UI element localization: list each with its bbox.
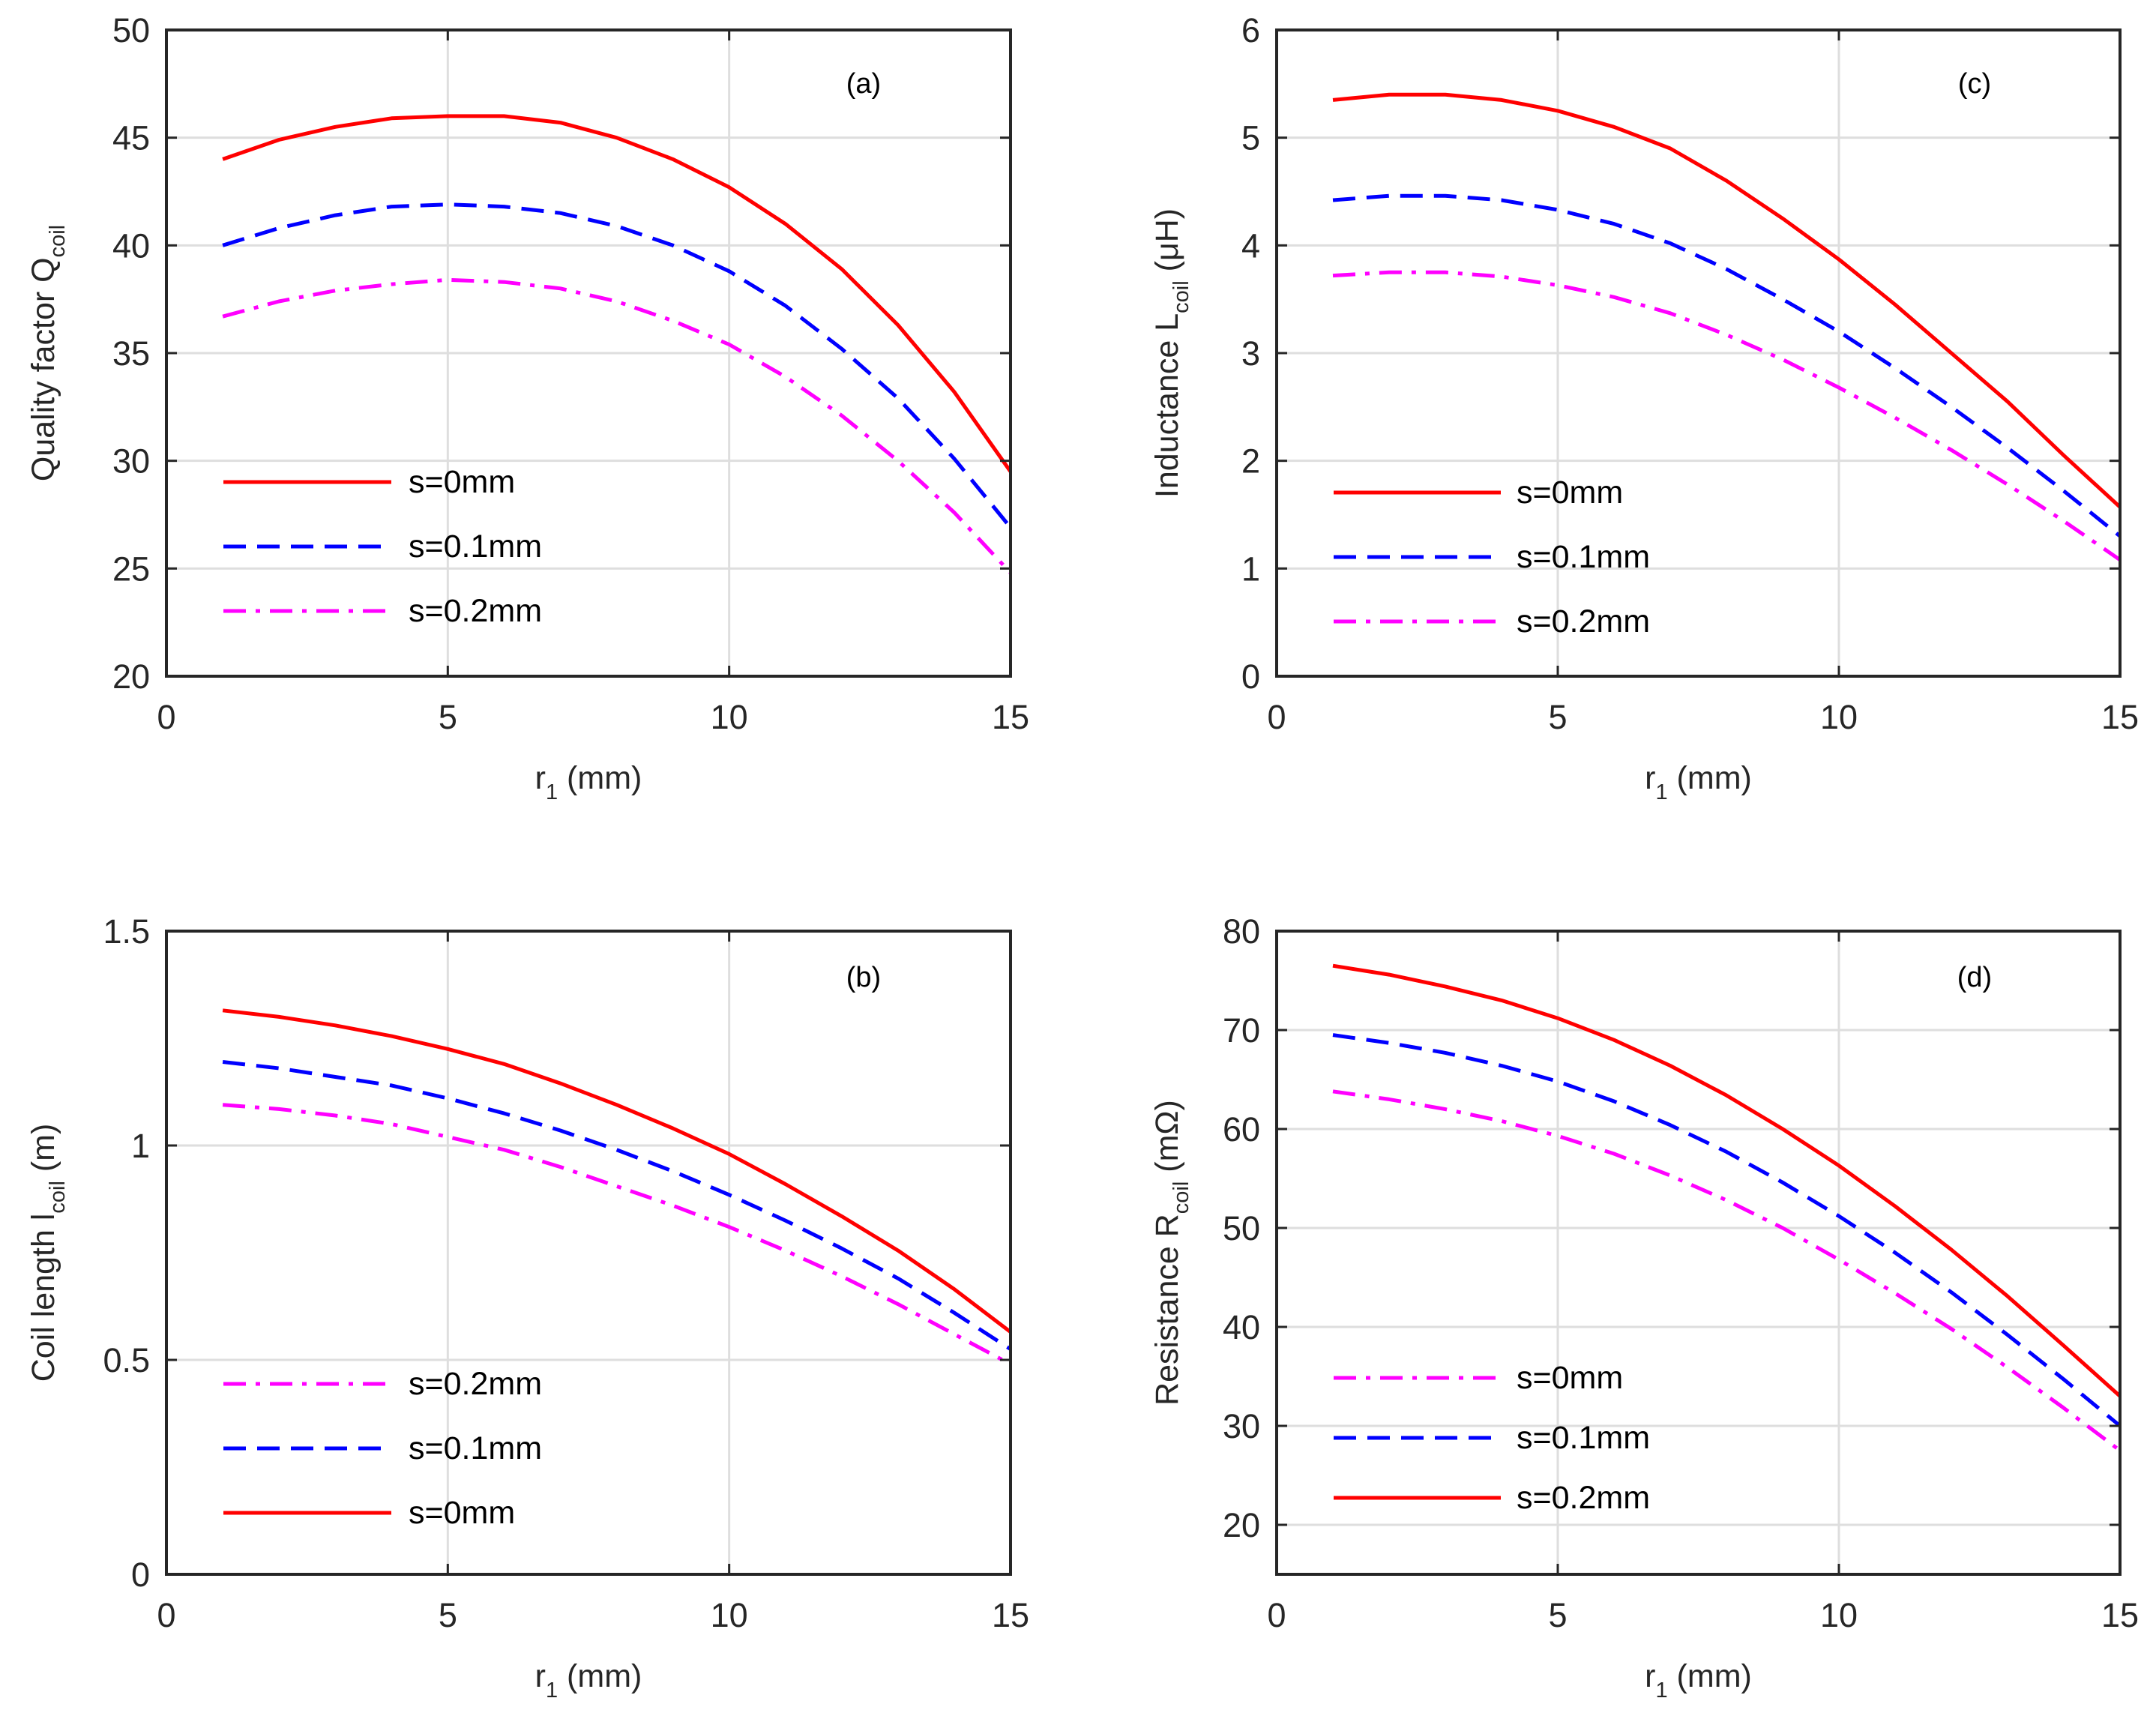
series-line-s=0.1mm xyxy=(1332,193,2122,538)
x-tick-label: 15 xyxy=(2101,1596,2139,1634)
y-tick-label: 20 xyxy=(1223,1506,1260,1544)
panel-label: (d) xyxy=(1957,962,1992,993)
x-axis-label: r1 (mm) xyxy=(535,760,642,804)
series-line-s=0mm xyxy=(222,1008,1012,1334)
x-tick-label: 15 xyxy=(2101,698,2139,736)
y-tick-label: 30 xyxy=(1223,1407,1260,1445)
y-tick-label: 2 xyxy=(1241,442,1260,481)
x-axis-label: r1 (mm) xyxy=(535,1658,642,1703)
x-tick-label: 5 xyxy=(1548,698,1567,736)
series-line-s=0mm xyxy=(222,114,1013,473)
x-tick-label: 10 xyxy=(711,698,748,736)
series-line-s=0.2mm xyxy=(1332,270,2122,562)
series-line-s=0mm xyxy=(1332,92,2122,509)
x-tick-label: 15 xyxy=(992,1596,1029,1634)
y-tick-label: 6 xyxy=(1241,11,1260,49)
legend-entry: s=0mm xyxy=(1517,475,1623,511)
x-tick-label: 10 xyxy=(1820,698,1858,736)
y-axis-label: Coil length lcoil (m) xyxy=(25,1124,70,1382)
x-tick-label: 0 xyxy=(157,698,175,736)
panel-label: (a) xyxy=(846,68,881,100)
chart-panel-c: 0 5 10 15 0 1 2 3 4 5 6 r1 (mm) Inductance Lcoil (μH… xyxy=(1149,11,2139,804)
x-tick-label: 5 xyxy=(439,1596,457,1634)
y-tick-label: 1 xyxy=(131,1127,150,1165)
y-tick-label: 50 xyxy=(112,11,150,49)
y-tick-label: 0 xyxy=(1241,657,1260,696)
x-axis-label: r1 (mm) xyxy=(1645,1658,1752,1703)
legend-entry: s=0.1mm xyxy=(409,529,542,565)
y-tick-label: 20 xyxy=(112,657,150,696)
legend-entry: s=0mm xyxy=(409,1495,515,1531)
panel-label: (b) xyxy=(846,962,881,993)
x-axis-label: r1 (mm) xyxy=(1645,760,1752,804)
y-tick-label: 1.5 xyxy=(103,912,150,951)
x-tick-label: 0 xyxy=(157,1596,175,1634)
series-line-s=0.2mm xyxy=(1332,963,2122,1398)
legend-entry: s=0.2mm xyxy=(1517,603,1650,639)
chart-panel-b: 0 5 10 15 0 0.5 1 1.5 r1 (mm) Coil length lcoil (… xyxy=(25,912,1029,1703)
y-tick-label: 25 xyxy=(112,550,150,588)
series-line-s=0.2mm xyxy=(222,277,1012,574)
x-tick-label: 0 xyxy=(1267,1596,1286,1634)
series-line-s=0.1mm xyxy=(1332,1033,2122,1427)
y-axis-label: Inductance Lcoil (μH) xyxy=(1149,208,1193,498)
x-tick-label: 15 xyxy=(992,698,1029,736)
y-tick-label: 80 xyxy=(1223,912,1260,951)
y-tick-label: 40 xyxy=(1223,1308,1260,1346)
chart-panel-a: 0 5 10 15 20 25 30 35 40 45 50 r1 (mm) Quality facto… xyxy=(25,11,1029,804)
y-tick-label: 30 xyxy=(112,442,150,481)
y-axis-label: Quality factor Qcoil xyxy=(25,225,70,481)
axes-frame xyxy=(1275,930,2122,1576)
y-axis-label: Resistance Rcoil (mΩ) xyxy=(1149,1100,1193,1406)
legend-entry: s=0.1mm xyxy=(409,1430,542,1466)
y-tick-label: 3 xyxy=(1241,334,1260,373)
y-tick-label: 70 xyxy=(1223,1011,1260,1050)
x-tick-label: 10 xyxy=(711,1596,748,1634)
y-tick-label: 5 xyxy=(1241,119,1260,157)
plot-area xyxy=(1277,931,2120,1574)
y-tick-label: 1 xyxy=(1241,550,1260,588)
y-tick-label: 50 xyxy=(1223,1209,1260,1247)
legend-entry: s=0.1mm xyxy=(1517,1420,1650,1456)
y-tick-label: 4 xyxy=(1241,226,1260,265)
legend-entry: s=0.1mm xyxy=(1517,539,1650,575)
y-tick-label: 0 xyxy=(131,1556,150,1594)
plot-area xyxy=(166,931,1011,1574)
x-tick-label: 0 xyxy=(1267,698,1286,736)
legend-entry: s=0mm xyxy=(409,464,515,500)
legend-entry: s=0.2mm xyxy=(1517,1480,1650,1516)
series-line-s=0.1mm xyxy=(222,202,1012,529)
series-line-s=0mm xyxy=(1332,1089,2122,1452)
y-tick-label: 45 xyxy=(112,119,150,157)
chart-panel-d: 0 5 10 15 20 30 40 50 60 70 80 r1 (mm) Resistance Rc… xyxy=(1149,912,2139,1703)
axes-frame xyxy=(165,930,1012,1576)
legend-entry: s=0.2mm xyxy=(409,1366,542,1402)
legend-entry: s=0.2mm xyxy=(409,593,542,629)
panel-label: (c) xyxy=(1958,68,1991,100)
x-tick-label: 5 xyxy=(439,698,457,736)
y-tick-label: 35 xyxy=(112,334,150,373)
x-tick-label: 5 xyxy=(1548,1596,1567,1634)
y-tick-label: 60 xyxy=(1223,1110,1260,1148)
y-tick-label: 40 xyxy=(112,226,150,265)
series-line-s=0.1mm xyxy=(222,1060,1012,1351)
x-tick-label: 10 xyxy=(1820,1596,1858,1634)
y-tick-label: 0.5 xyxy=(103,1341,150,1379)
legend-entry: s=0mm xyxy=(1517,1360,1623,1396)
